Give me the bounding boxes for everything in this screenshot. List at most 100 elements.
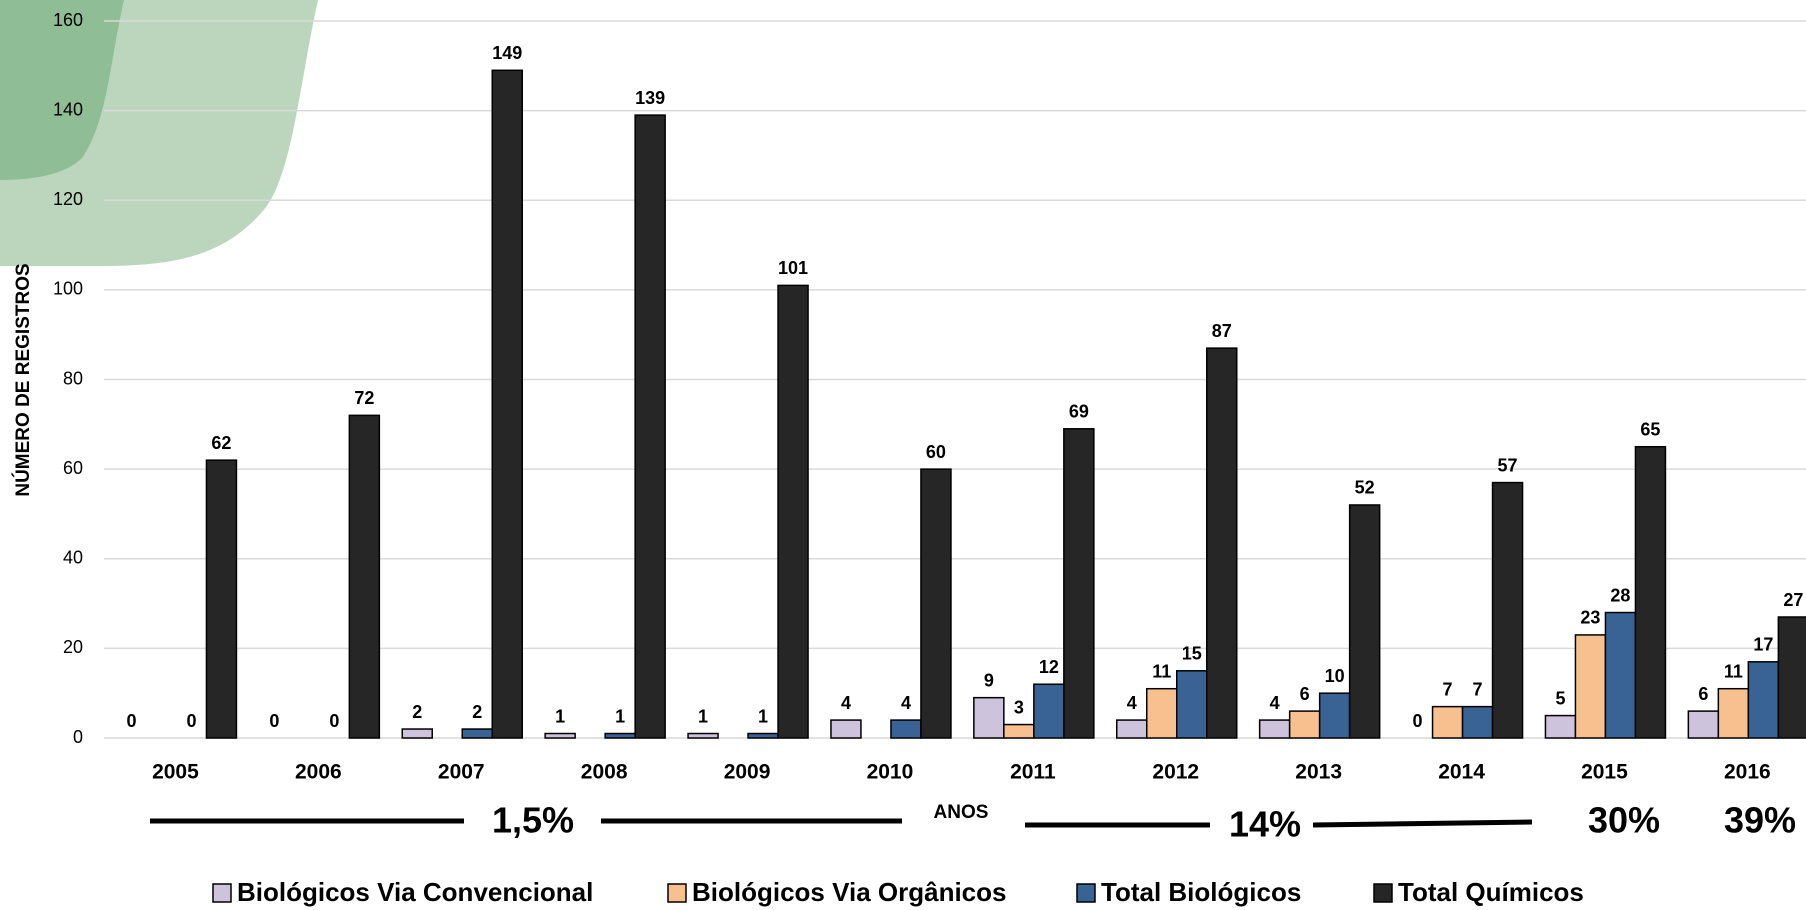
data-label: 6 — [1698, 684, 1708, 704]
data-label: 52 — [1355, 478, 1375, 498]
x-axis-label: ANOS — [934, 802, 989, 823]
bar — [1544, 714, 1577, 739]
legend-swatch — [1076, 883, 1096, 903]
bar — [1206, 347, 1238, 739]
legend-label: Total Químicos — [1398, 877, 1584, 907]
data-label: 28 — [1610, 585, 1630, 605]
bar — [920, 468, 952, 739]
bar — [830, 719, 862, 739]
data-label: 101 — [778, 258, 808, 278]
data-label: 1 — [758, 706, 768, 726]
data-label: 69 — [1069, 402, 1089, 422]
bar — [1431, 705, 1464, 739]
y-tick-label: 140 — [53, 99, 83, 119]
bar — [687, 732, 719, 739]
bar — [973, 696, 1005, 739]
data-label: 0 — [126, 711, 136, 731]
bar — [1033, 683, 1065, 739]
data-label: 60 — [926, 442, 946, 462]
bar — [1747, 661, 1780, 739]
x-tick-label: 2011 — [1010, 761, 1056, 784]
data-label: 4 — [901, 693, 911, 713]
data-label: 4 — [1127, 693, 1137, 713]
x-tick-label: 2005 — [152, 761, 199, 784]
data-label: 139 — [635, 88, 665, 108]
data-label: 17 — [1753, 635, 1773, 655]
y-tick-label: 0 — [73, 727, 83, 747]
data-label: 1 — [615, 706, 625, 726]
bar — [1116, 719, 1148, 739]
data-label: 2 — [412, 702, 422, 722]
data-label: 57 — [1498, 455, 1518, 475]
data-label: 7 — [1473, 679, 1483, 699]
x-tick-label: 2013 — [1295, 761, 1342, 784]
y-tick-label: 20 — [63, 637, 83, 657]
x-tick-label: 2010 — [867, 761, 914, 784]
y-tick-label: 60 — [63, 458, 83, 478]
bar — [1258, 719, 1291, 739]
data-label: 10 — [1325, 666, 1345, 686]
data-label: 15 — [1182, 644, 1202, 664]
bar — [1348, 504, 1381, 739]
bar — [1604, 611, 1637, 739]
bar — [604, 732, 636, 739]
legend-label: Biológicos Via Convencional — [237, 877, 593, 907]
x-tick-label: 2009 — [724, 761, 771, 784]
bar — [1176, 670, 1208, 739]
bar — [1063, 428, 1095, 739]
x-tick-label: 2012 — [1152, 761, 1199, 784]
bar — [1318, 692, 1351, 739]
legend-label: Total Biológicos — [1101, 877, 1301, 907]
data-label: 1 — [555, 706, 565, 726]
data-label: 12 — [1039, 657, 1059, 677]
bar — [461, 728, 493, 739]
bar — [777, 284, 809, 739]
bar — [890, 719, 922, 739]
bar — [401, 728, 433, 739]
legend-swatch — [212, 883, 232, 903]
data-label: 0 — [186, 711, 196, 731]
x-tick-label: 2015 — [1581, 761, 1628, 784]
data-label: 62 — [211, 433, 231, 453]
annotation: 39% — [1724, 800, 1796, 841]
bar — [1634, 445, 1667, 739]
y-tick-label: 160 — [53, 10, 83, 30]
data-label: 72 — [354, 388, 374, 408]
annotation-line — [1312, 819, 1533, 828]
data-label: 87 — [1212, 321, 1232, 341]
y-tick-label: 120 — [53, 189, 83, 209]
data-label: 5 — [1555, 688, 1565, 708]
bar — [1574, 634, 1607, 739]
data-label: 11 — [1724, 661, 1743, 681]
data-label: 6 — [1300, 684, 1310, 704]
x-tick-label: 2006 — [295, 761, 342, 784]
data-label: 149 — [492, 43, 522, 63]
legend-swatch — [1373, 883, 1393, 903]
annotation: 1,5% — [492, 800, 574, 841]
data-label: 2 — [472, 702, 482, 722]
y-tick-label: 100 — [53, 279, 83, 299]
bar — [634, 114, 666, 739]
x-tick-label: 2016 — [1724, 761, 1771, 784]
bar — [491, 69, 523, 739]
bar — [544, 732, 576, 739]
data-label: 23 — [1580, 608, 1600, 628]
data-label: 0 — [269, 711, 279, 731]
x-tick-label: 2007 — [438, 761, 485, 784]
legend-label: Biológicos Via Orgânicos — [692, 877, 1007, 907]
bar — [1288, 710, 1321, 739]
y-tick-label: 80 — [63, 368, 83, 388]
data-label: 0 — [1413, 711, 1423, 731]
bar — [1146, 687, 1178, 739]
x-tick-label: 2008 — [581, 761, 628, 784]
bar — [1687, 710, 1720, 739]
bar — [205, 459, 238, 739]
data-label: 3 — [1014, 697, 1024, 717]
data-label: 11 — [1152, 661, 1171, 681]
data-label: 4 — [1270, 693, 1280, 713]
data-label: 4 — [841, 693, 851, 713]
bar — [1777, 616, 1806, 739]
bar — [747, 732, 779, 739]
bar — [1717, 687, 1750, 739]
